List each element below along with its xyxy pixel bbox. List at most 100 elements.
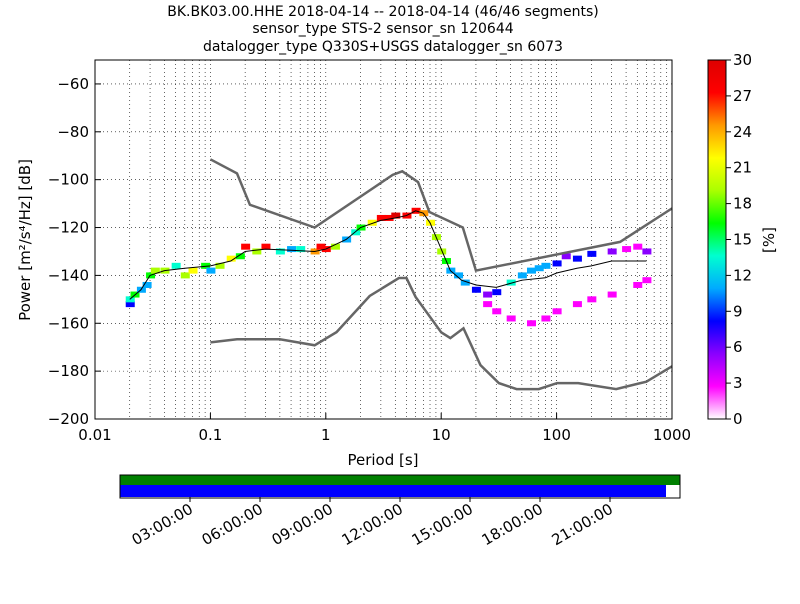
heatmap-cell	[526, 267, 536, 274]
title-line-2: sensor_type STS-2 sensor_sn 120644	[252, 21, 513, 37]
colorbar-tick-label: 3	[733, 374, 743, 392]
y-tick-label: −120	[48, 219, 89, 237]
heatmap-cell	[287, 246, 297, 253]
heatmap-cell	[642, 248, 652, 255]
y-tick-label: −200	[48, 410, 89, 428]
heatmap-cell	[552, 260, 562, 267]
heatmap-cell	[483, 301, 493, 308]
x-tick-label: 0.1	[198, 426, 222, 444]
heatmap-cell	[552, 308, 562, 315]
heatmap-cell	[226, 255, 236, 262]
heatmap-cell	[261, 243, 271, 250]
heatmap-cell	[587, 296, 597, 303]
timeline-tick-label: 09:00:00	[269, 500, 336, 549]
colorbar-tick-label: 18	[733, 195, 752, 213]
timeline-tick-label: 06:00:00	[199, 500, 266, 549]
heatmap-cell	[492, 289, 502, 296]
heatmap-cell	[587, 250, 597, 257]
heatmap-cell	[142, 281, 152, 288]
heatmap-cell	[150, 267, 160, 274]
timeline-bottom-bar	[120, 485, 666, 497]
y-tick-label: −140	[48, 266, 89, 284]
heatmap-cell	[607, 248, 617, 255]
heatmap-cell	[506, 279, 516, 286]
heatmap-cell	[561, 253, 571, 260]
colorbar	[707, 59, 727, 420]
heatmap-cell	[367, 219, 377, 226]
timeline-ticks: 03:00:00 06:00:00 09:00:00 12:00:00 15:00:00…	[129, 497, 616, 549]
timeline-tick-label: 21:00:00	[549, 500, 616, 549]
heatmap-cell	[541, 315, 551, 322]
heatmap-cell	[460, 279, 470, 286]
colorbar-tick-label: 0	[733, 410, 743, 428]
heatmap-cell	[607, 291, 617, 298]
colorbar-tick-label: 27	[733, 87, 752, 105]
plot-area	[95, 60, 672, 419]
colorbar-label: [%]	[760, 227, 778, 253]
mode-polyline	[129, 210, 647, 300]
heatmap-cell	[330, 243, 340, 250]
coverage-timeline: 03:00:00 06:00:00 09:00:00 12:00:00 15:00:00…	[119, 474, 681, 549]
timeline-top-bar	[120, 475, 680, 485]
heatmap-cell	[483, 291, 493, 298]
x-tick-label: 100	[542, 426, 571, 444]
x-axis-label: Period [s]	[347, 451, 418, 469]
colorbar-tick-label: 30	[733, 51, 752, 69]
heatmap-cell	[541, 262, 551, 269]
x-tick-label: 10	[432, 426, 451, 444]
colorbar-tick-label: 9	[733, 302, 743, 320]
y-tick-label: −160	[48, 314, 89, 332]
heatmap-cell	[275, 248, 285, 255]
heatmap-cell	[296, 246, 306, 253]
y-tick-label: −80	[57, 123, 89, 141]
y-tick-label: −60	[57, 75, 89, 93]
heatmap-cell	[188, 267, 198, 274]
nhnm-line	[209, 158, 673, 273]
y-axis-label: Power [m²/s⁴/Hz] [dB]	[16, 159, 34, 321]
y-axis-ticks: −60 −80 −100 −120 −140 −160 −180 −200	[48, 75, 101, 428]
heatmap-cell	[316, 243, 326, 250]
heatmap-cell	[351, 229, 361, 236]
timeline-tick-label: 18:00:00	[479, 500, 546, 549]
heatmap-cell	[506, 315, 516, 322]
heatmap-cell	[471, 286, 481, 293]
heatmap-cell	[572, 301, 582, 308]
heatmap-cell	[492, 308, 502, 315]
y-tick-label: −180	[48, 362, 89, 380]
heatmap-cell	[180, 272, 190, 279]
heatmap-cell	[633, 243, 643, 250]
plot-frame	[94, 59, 673, 420]
heatmap-cell	[454, 272, 464, 279]
timeline-tick-label: 03:00:00	[129, 500, 196, 549]
mode-line	[129, 210, 647, 300]
noise-models	[209, 158, 673, 391]
heatmap-cell	[252, 248, 262, 255]
heatmap-cell	[171, 262, 181, 269]
heatmap-cell	[633, 281, 643, 288]
heatmap-cell	[376, 214, 386, 221]
timeline-tick-label: 15:00:00	[409, 500, 476, 549]
heatmap-cell	[517, 272, 527, 279]
x-tick-label: 1000	[653, 426, 691, 444]
timeline-tick-label: 12:00:00	[339, 500, 406, 549]
x-axis-ticks: 0.01 0.1 1 10 100 1000	[78, 413, 691, 444]
title-line-3: datalogger_type Q330S+USGS datalogger_sn…	[203, 39, 563, 55]
colorbar-ticks: 0 3 6 9 12 15 18 21 24 27 30	[726, 51, 752, 428]
heatmap-cell	[125, 301, 135, 308]
colorbar-tick-label: 21	[733, 159, 752, 177]
heatmap-cell	[384, 214, 394, 221]
heatmap-cell	[391, 212, 401, 219]
title-line-1: BK.BK03.00.HHE 2018-04-14 -- 2018-04-14 …	[167, 4, 599, 20]
colorbar-tick-label: 12	[733, 266, 752, 284]
colorbar-tick-label: 6	[733, 338, 743, 356]
x-tick-label: 0.01	[78, 426, 111, 444]
chart-title: BK.BK03.00.HHE 2018-04-14 -- 2018-04-14 …	[167, 4, 599, 55]
x-tick-label: 1	[321, 426, 331, 444]
heatmap-cell	[235, 253, 245, 260]
colorbar-tick-label: 24	[733, 123, 752, 141]
heatmap-cell	[534, 265, 544, 272]
heatmap-cell	[572, 255, 582, 262]
heatmap-cell	[622, 246, 632, 253]
heatmap-cell	[642, 277, 652, 284]
